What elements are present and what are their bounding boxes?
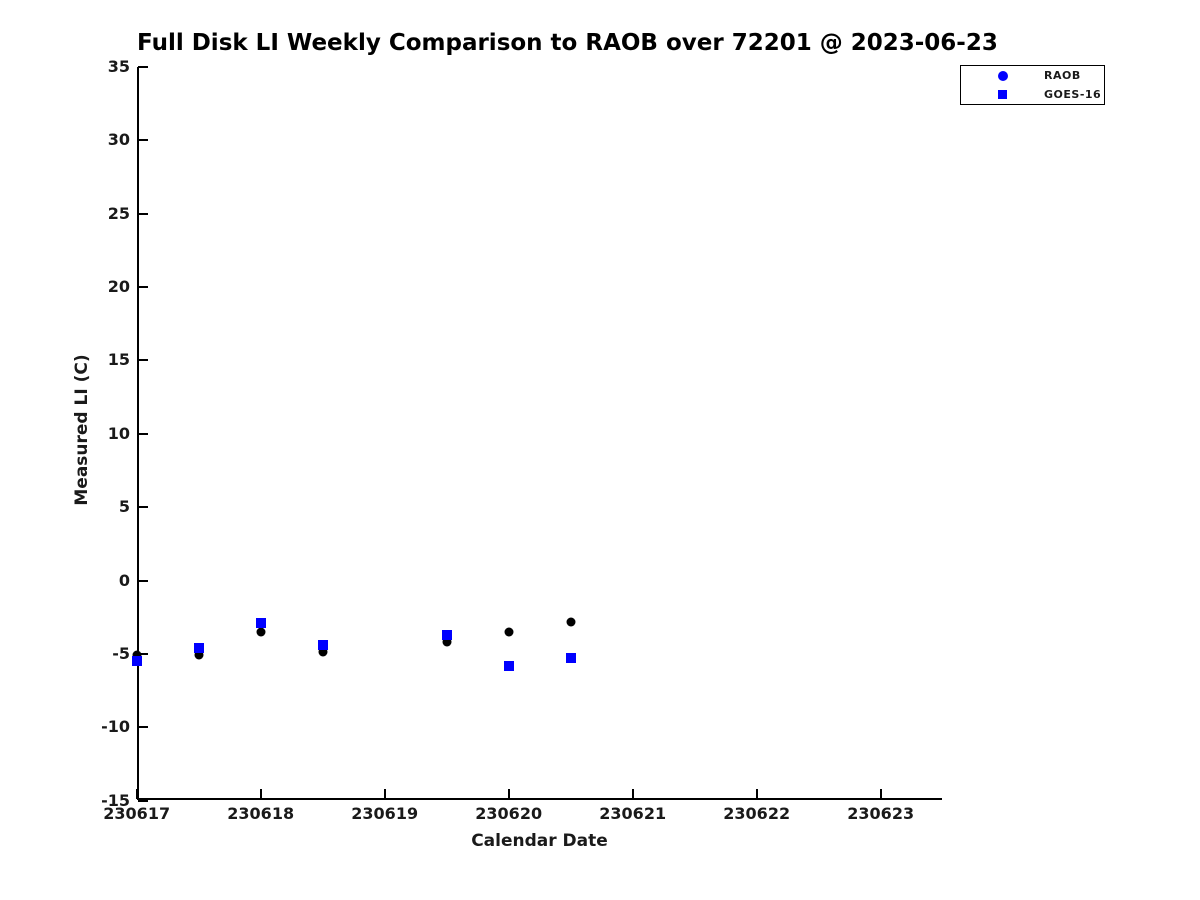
y-tick-mark	[138, 506, 148, 509]
x-tick-mark	[383, 789, 386, 799]
y-tick-label: -5	[112, 643, 130, 663]
raob-point	[442, 637, 452, 647]
raob-point	[256, 627, 266, 637]
x-tick-label: 230621	[599, 804, 667, 823]
legend-row-goes16: GOES-16	[961, 86, 1104, 103]
goes16-point	[255, 618, 266, 629]
y-tick-mark	[138, 799, 148, 802]
raob-point	[194, 650, 204, 660]
x-tick-label: 230623	[847, 804, 915, 823]
y-tick-mark	[138, 359, 148, 362]
y-tick-mark	[138, 432, 148, 435]
goes16-point	[441, 629, 452, 640]
goes16-point	[565, 653, 576, 664]
plot-area	[137, 67, 942, 800]
square-icon	[998, 89, 1007, 99]
y-tick-label: 15	[107, 350, 130, 370]
legend-row-raob: RAOB	[961, 67, 1104, 84]
chart-title: Full Disk LI Weekly Comparison to RAOB o…	[137, 30, 998, 56]
raob-point	[132, 650, 142, 660]
legend-label-raob: RAOB	[1044, 69, 1081, 83]
y-tick-mark	[138, 212, 148, 215]
x-tick-mark	[507, 789, 510, 799]
x-tick-label: 230617	[103, 804, 171, 823]
raob-point	[566, 617, 576, 627]
x-tick-mark	[631, 789, 634, 799]
raob-point	[504, 627, 514, 637]
x-tick-label: 230620	[475, 804, 543, 823]
y-tick-label: 0	[118, 570, 130, 590]
y-tick-label: 20	[107, 276, 130, 296]
y-tick-label: 35	[107, 56, 130, 76]
circle-icon	[997, 70, 1008, 81]
x-axis-label: Calendar Date	[471, 831, 608, 851]
y-tick-mark	[138, 726, 148, 729]
x-tick-label: 230622	[723, 804, 791, 823]
y-tick-label: 5	[118, 497, 130, 517]
y-tick-label: -15	[101, 790, 130, 810]
y-tick-mark	[138, 652, 148, 655]
y-tick-label: 30	[107, 130, 130, 150]
x-tick-mark	[879, 789, 882, 799]
x-tick-label: 230619	[351, 804, 419, 823]
y-tick-mark	[138, 285, 148, 288]
goes16-point	[131, 656, 142, 667]
goes16-point	[317, 640, 328, 651]
x-tick-label: 230618	[227, 804, 295, 823]
y-tick-mark	[138, 579, 148, 582]
goes16-point	[193, 643, 204, 654]
y-tick-mark	[138, 139, 148, 142]
y-tick-label: 10	[107, 423, 130, 443]
raob-point	[318, 647, 328, 657]
x-tick-mark	[755, 789, 758, 799]
x-tick-mark	[259, 789, 262, 799]
legend: RAOB GOES-16	[960, 65, 1105, 105]
goes16-point	[503, 660, 514, 671]
y-tick-mark	[138, 65, 148, 68]
legend-label-goes16: GOES-16	[1044, 87, 1102, 101]
y-tick-label: -10	[101, 717, 130, 737]
x-tick-mark	[135, 789, 138, 799]
y-tick-label: 25	[107, 203, 130, 223]
